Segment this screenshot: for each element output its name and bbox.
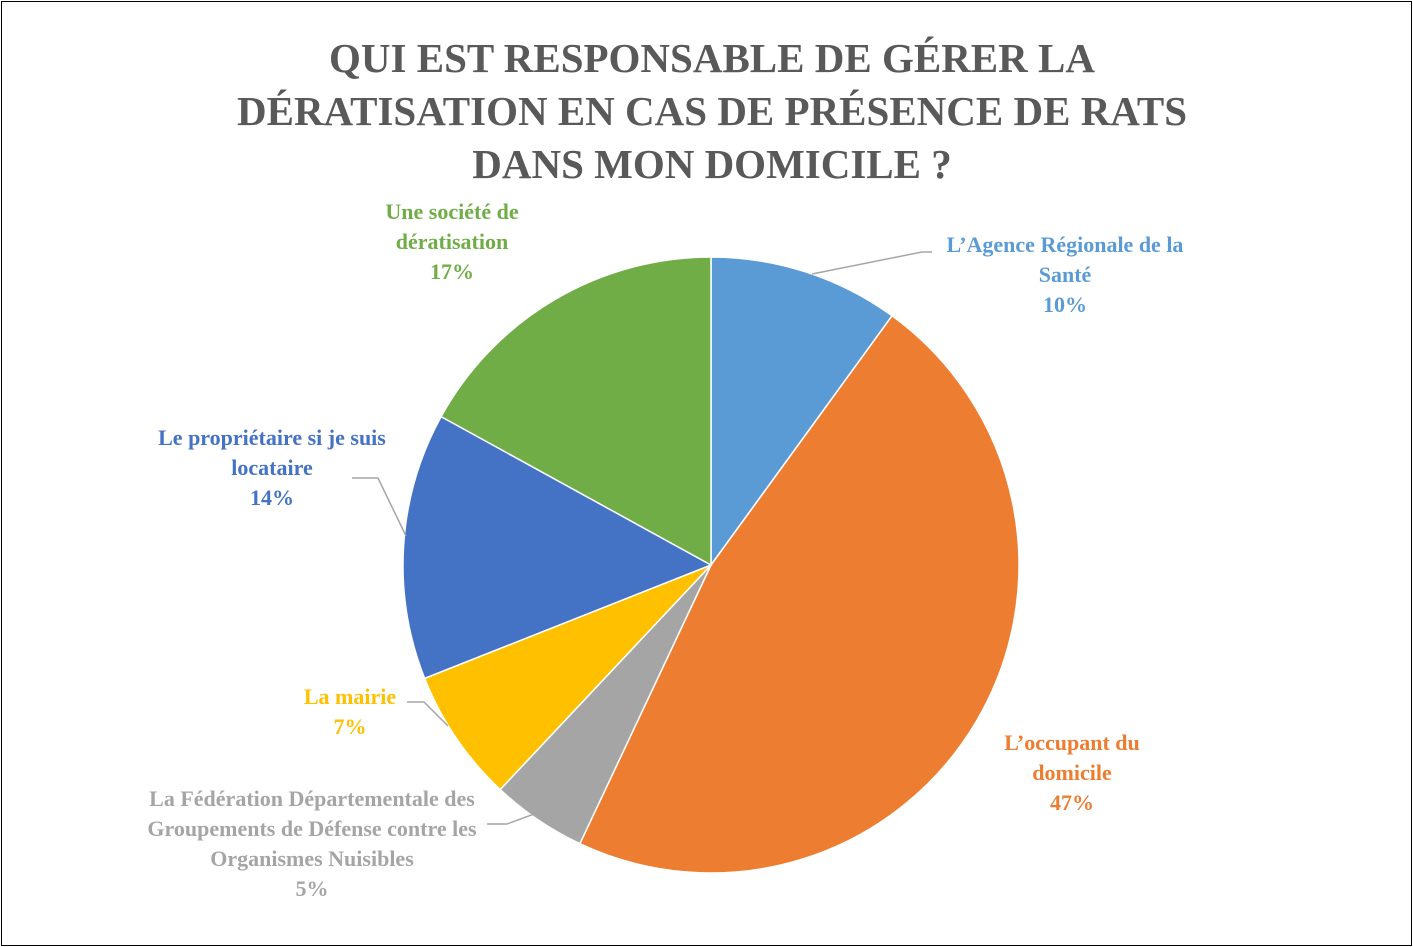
pie-slice — [402, 415, 713, 680]
value-label: 14% — [250, 485, 294, 510]
leader-line — [487, 813, 535, 825]
category-label: Le propriétaire si je suis locataire — [158, 425, 386, 480]
leader-line — [407, 701, 449, 727]
data-label: Le propriétaire si je suis locataire 14% — [152, 423, 392, 513]
leader-line — [352, 477, 407, 537]
category-label: La Fédération Départementale des Groupem… — [147, 786, 477, 871]
data-label: L’occupant du domicile 47% — [987, 728, 1157, 818]
data-label: Une société de dératisation 17% — [362, 197, 542, 287]
value-label: 5% — [295, 876, 329, 901]
category-label: Une société de dératisation — [385, 199, 519, 254]
data-label: L’Agence Régionale de la Santé 10% — [920, 230, 1210, 320]
category-label: La mairie — [303, 684, 397, 709]
pie-slice — [710, 256, 894, 568]
category-label: L’Agence Régionale de la Santé — [946, 232, 1184, 287]
value-label: 7% — [333, 714, 367, 739]
data-label: La Fédération Départementale des Groupem… — [122, 784, 502, 904]
chart-title: QUI EST RESPONSABLE DE GÉRER LA DÉRATISA… — [236, 35, 1188, 187]
pie-slice — [578, 314, 1020, 874]
leader-line — [811, 251, 932, 275]
category-label: L’occupant du domicile — [1004, 730, 1140, 785]
pie-slice — [423, 564, 712, 791]
pie-slice — [440, 256, 712, 567]
value-label: 47% — [1050, 790, 1094, 815]
data-label: La mairie 7% — [290, 682, 410, 742]
value-label: 17% — [430, 259, 474, 284]
value-label: 10% — [1043, 292, 1087, 317]
